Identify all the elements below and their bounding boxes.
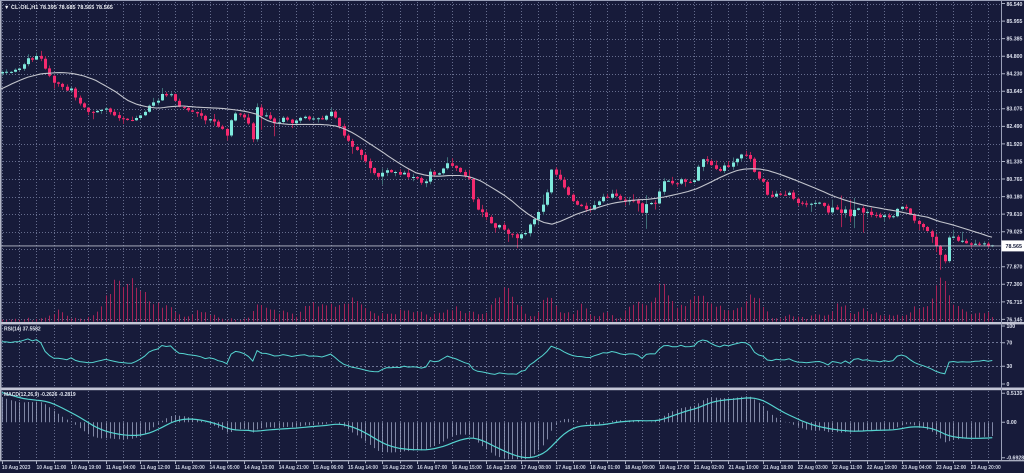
svg-text:77.300: 77.300 [1007,282,1023,288]
svg-text:81.920: 81.920 [1007,142,1023,148]
svg-text:80.180: 80.180 [1007,195,1023,201]
svg-text:77.870: 77.870 [1007,265,1023,271]
svg-text:10 Aug 11:00: 10 Aug 11:00 [37,465,67,471]
svg-text:16 Aug 23:00: 16 Aug 23:00 [486,465,516,471]
svg-text:85.955: 85.955 [1007,19,1023,25]
svg-text:78.565: 78.565 [1006,244,1023,250]
svg-text:-0.6928: -0.6928 [1007,456,1024,462]
svg-text:15 Aug 22:00: 15 Aug 22:00 [383,465,413,471]
svg-text:11 Aug 04:00: 11 Aug 04:00 [106,465,136,471]
svg-text:0: 0 [1007,382,1010,388]
svg-text:18 Aug 17:00: 18 Aug 17:00 [659,465,689,471]
svg-text:▼ CL-OIL,H1 78.395 78.685 78.: ▼ CL-OIL,H1 78.395 78.685 78.565 78.565 [4,5,113,11]
svg-text:70: 70 [1007,341,1013,347]
svg-text:100: 100 [1007,324,1016,330]
svg-text:11 Aug 20:00: 11 Aug 20:00 [175,465,205,471]
svg-text:23 Aug 04:00: 23 Aug 04:00 [902,465,932,471]
svg-text:14 Aug 05:00: 14 Aug 05:00 [210,465,240,471]
svg-text:22 Aug 11:00: 22 Aug 11:00 [832,465,862,471]
svg-text:79.025: 79.025 [1007,230,1023,236]
svg-text:76.145: 76.145 [1007,317,1023,323]
svg-text:21 Aug 02:00: 21 Aug 02:00 [694,465,724,471]
svg-text:84.800: 84.800 [1007,54,1023,60]
svg-text:21 Aug 18:00: 21 Aug 18:00 [763,465,793,471]
svg-text:MACD(12,26,9) -0.2626 -0.2819: MACD(12,26,9) -0.2626 -0.2819 [4,392,76,398]
svg-text:0.5135: 0.5135 [1007,391,1023,397]
svg-text:18 Aug 01:00: 18 Aug 01:00 [590,465,620,471]
svg-text:18 Aug 09:00: 18 Aug 09:00 [625,465,655,471]
svg-text:86.540: 86.540 [1007,2,1023,8]
svg-text:RSI(14) 37.5582: RSI(14) 37.5582 [4,327,41,333]
svg-text:79.610: 79.610 [1007,212,1023,218]
svg-text:85.385: 85.385 [1007,37,1023,43]
svg-text:15 Aug 14:00: 15 Aug 14:00 [348,465,378,471]
svg-text:82.490: 82.490 [1007,124,1023,130]
svg-text:16 Aug 15:00: 16 Aug 15:00 [452,465,482,471]
svg-text:15 Aug 06:00: 15 Aug 06:00 [313,465,343,471]
svg-text:17 Aug 16:00: 17 Aug 16:00 [556,465,586,471]
svg-text:22 Aug 03:00: 22 Aug 03:00 [798,465,828,471]
svg-text:83.645: 83.645 [1007,89,1023,95]
svg-text:23 Aug 20:00: 23 Aug 20:00 [971,465,1001,471]
svg-text:81.335: 81.335 [1007,159,1023,165]
svg-text:16 Aug 07:00: 16 Aug 07:00 [417,465,447,471]
svg-text:14 Aug 21:00: 14 Aug 21:00 [279,465,309,471]
svg-text:17 Aug 08:00: 17 Aug 08:00 [521,465,551,471]
svg-text:11 Aug 12:00: 11 Aug 12:00 [140,465,170,471]
svg-text:30: 30 [1007,364,1013,370]
svg-text:83.075: 83.075 [1007,107,1023,113]
svg-text:76.715: 76.715 [1007,300,1023,306]
svg-text:21 Aug 10:00: 21 Aug 10:00 [729,465,759,471]
svg-text:10 Aug 2023: 10 Aug 2023 [2,465,31,471]
svg-text:10 Aug 19:00: 10 Aug 19:00 [71,465,101,471]
svg-text:23 Aug 12:00: 23 Aug 12:00 [936,465,966,471]
svg-text:14 Aug 13:00: 14 Aug 13:00 [244,465,274,471]
svg-text:84.230: 84.230 [1007,72,1023,78]
svg-text:0.00: 0.00 [1007,420,1017,426]
svg-text:80.765: 80.765 [1007,177,1023,183]
svg-text:22 Aug 19:00: 22 Aug 19:00 [867,465,897,471]
